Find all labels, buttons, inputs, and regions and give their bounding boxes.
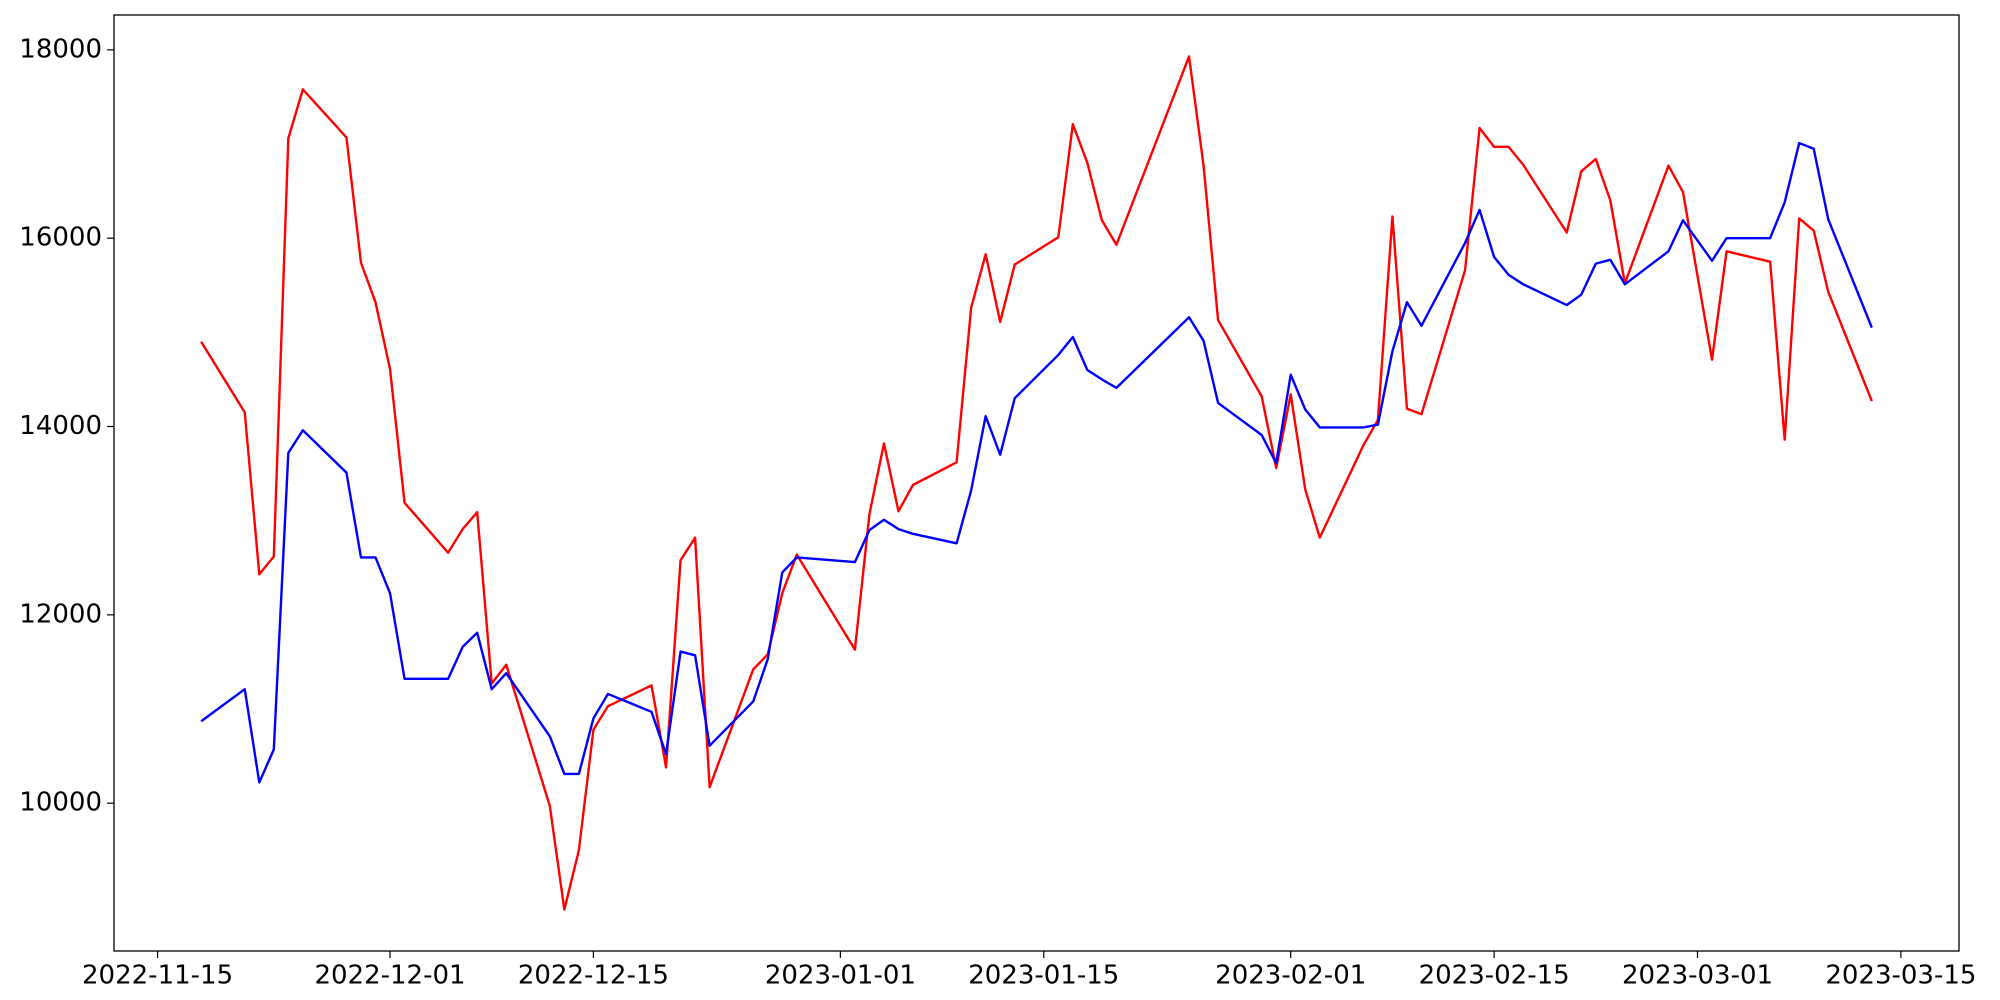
x-tick-label: 2023-03-01 [1622,961,1773,991]
series-line [200,141,1873,784]
series-line [200,55,1873,911]
y-tick-label: 10000 [19,788,102,818]
plot-frame [113,14,1960,952]
y-tick-label: 12000 [19,599,102,629]
x-tick-label: 2023-02-15 [1419,961,1570,991]
x-tick-label: 2022-12-01 [314,961,465,991]
x-tick-label: 2022-12-15 [518,961,669,991]
y-tick-label: 16000 [19,223,102,253]
x-tick-label: 2023-01-15 [968,961,1119,991]
x-tick-label: 2023-01-01 [765,961,916,991]
y-tick-label: 18000 [19,34,102,64]
y-tick-label: 14000 [19,411,102,441]
x-tick-label: 2023-02-01 [1215,961,1366,991]
x-tick-label: 2023-03-15 [1825,961,1976,991]
x-tick-label: 2022-11-15 [82,961,233,991]
